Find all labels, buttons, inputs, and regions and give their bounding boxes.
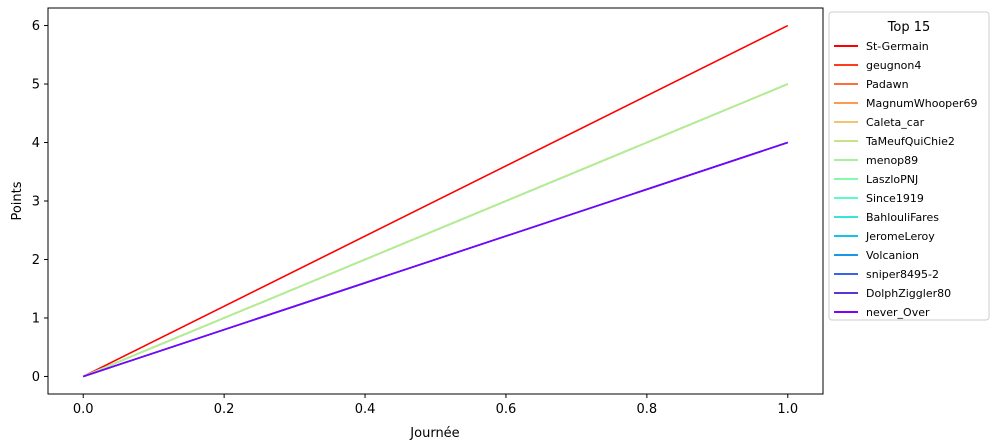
x-axis-label: Journée xyxy=(409,426,459,441)
legend-item: Caleta_car xyxy=(834,116,925,129)
legend-item: St-Germain xyxy=(834,40,929,53)
legend-item: sniper8495-2 xyxy=(834,268,939,281)
legend-label: Caleta_car xyxy=(866,116,925,129)
legend-label: geugnon4 xyxy=(866,59,921,72)
legend-item: geugnon4 xyxy=(834,59,921,72)
legend-item: Since1919 xyxy=(834,192,924,205)
x-tick-label: 0.0 xyxy=(73,402,94,417)
legend-label: Since1919 xyxy=(866,192,924,205)
legend-item: JeromeLeroy xyxy=(834,230,935,243)
legend-label: LaszloPNJ xyxy=(866,173,918,186)
legend-item: Volcanion xyxy=(834,249,919,262)
legend-item: BahlouliFares xyxy=(834,211,939,224)
series-lines xyxy=(82,24,789,378)
legend-label: Volcanion xyxy=(866,249,919,262)
y-tick-label: 4 xyxy=(32,136,40,151)
legend-frame xyxy=(828,11,990,321)
legend-label: DolphZiggler80 xyxy=(866,287,951,300)
legend-label: JeromeLeroy xyxy=(865,230,935,243)
legend-item: Padawn xyxy=(834,78,909,91)
legend-item: TaMeufQuiChie2 xyxy=(834,135,955,148)
legend-label: never_Over xyxy=(866,306,930,319)
legend-label: TaMeufQuiChie2 xyxy=(865,135,955,148)
legend-label: St-Germain xyxy=(866,40,929,53)
y-axis-label: Points xyxy=(10,181,25,220)
y-tick-label: 1 xyxy=(32,311,40,326)
legend-item: never_Over xyxy=(834,306,930,319)
y-axis-ticks: 0 1 2 3 4 5 6 xyxy=(32,19,48,385)
legend-label: MagnumWhooper69 xyxy=(866,97,977,110)
legend-label: Padawn xyxy=(866,78,909,91)
legend-label: sniper8495-2 xyxy=(866,268,939,281)
x-tick-label: 1.0 xyxy=(777,402,798,417)
x-tick-label: 0.2 xyxy=(214,402,235,417)
y-tick-label: 6 xyxy=(32,19,40,34)
legend: Top 15 St-Germain geugnon4 Padawn MagnumWho… xyxy=(828,11,990,321)
legend-items: St-Germain geugnon4 Padawn MagnumWhooper69 C… xyxy=(834,40,977,319)
series-line-14 xyxy=(82,141,789,378)
legend-title: Top 15 xyxy=(887,20,931,35)
legend-item: MagnumWhooper69 xyxy=(834,97,977,110)
legend-item: LaszloPNJ xyxy=(834,173,918,186)
x-tick-label: 0.4 xyxy=(355,402,376,417)
y-tick-label: 5 xyxy=(32,78,40,93)
legend-item: DolphZiggler80 xyxy=(834,287,951,300)
legend-label: BahlouliFares xyxy=(866,211,939,224)
series-line-0 xyxy=(82,24,789,378)
series-line-6 xyxy=(82,83,789,378)
y-tick-label: 3 xyxy=(32,195,40,210)
legend-item: menop89 xyxy=(834,154,918,167)
x-axis-ticks: 0.0 0.2 0.4 0.6 0.8 1.0 xyxy=(73,394,798,417)
y-tick-label: 0 xyxy=(32,370,40,385)
x-tick-label: 0.6 xyxy=(496,402,517,417)
y-tick-label: 2 xyxy=(32,253,40,268)
legend-label: menop89 xyxy=(866,154,918,167)
x-tick-label: 0.8 xyxy=(637,402,658,417)
